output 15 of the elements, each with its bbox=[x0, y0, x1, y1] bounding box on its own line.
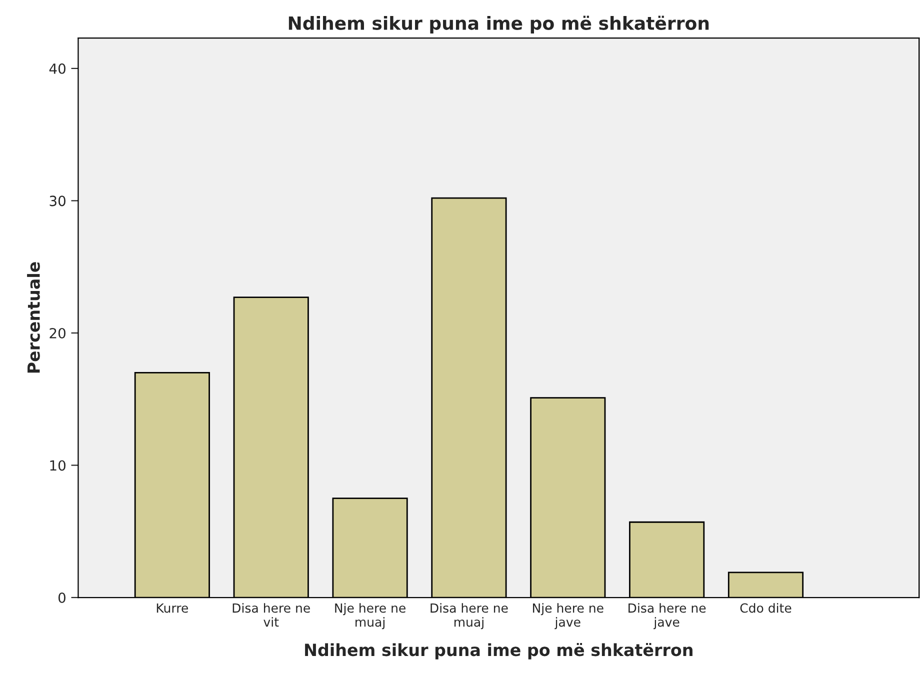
y-tick-label: 10 bbox=[50, 460, 66, 471]
x-tick-label: Kurre bbox=[156, 603, 188, 613]
x-tick-label: Disa here ne vit bbox=[232, 603, 310, 627]
y-tick-label: 20 bbox=[50, 328, 66, 338]
y-tick-label: 30 bbox=[50, 196, 66, 206]
x-tick-label: Disa here ne muaj bbox=[430, 603, 508, 630]
x-tick-label: Nje here ne muaj bbox=[335, 603, 406, 630]
x-tick-label: Cdo dite bbox=[740, 603, 792, 613]
y-tick-label: 0 bbox=[58, 592, 66, 603]
chart-title: Ndihem sikur puna ime po më shkatërron bbox=[288, 16, 709, 34]
x-tick-label: Disa here ne jave bbox=[628, 603, 706, 630]
y-tick-label: 40 bbox=[49, 63, 66, 74]
x-tick-label: Nje here ne jave bbox=[532, 603, 604, 630]
y-axis-title: Percentuale bbox=[27, 262, 40, 373]
x-axis-title: Ndihem sikur puna ime po më shkatërron bbox=[305, 643, 692, 660]
